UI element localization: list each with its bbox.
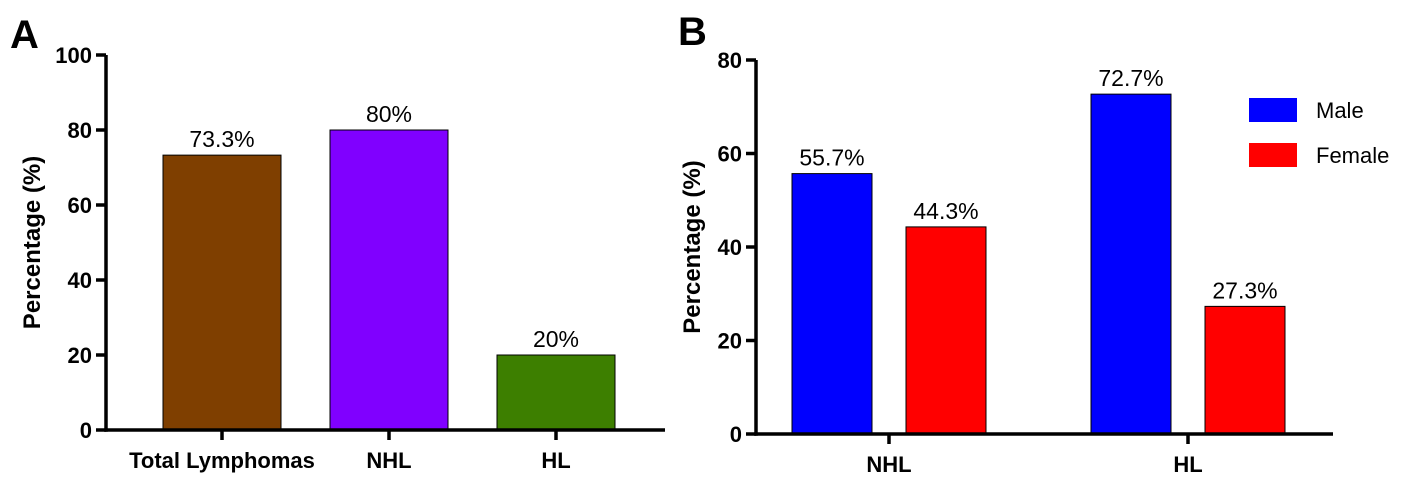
chart-panel-b: B Percentage (%) 55.7% 44.3% 72.7% 27.3% 0 20 40… bbox=[678, 10, 1389, 477]
x-tick-label: NHL bbox=[866, 452, 911, 477]
legend-label: Male bbox=[1316, 98, 1364, 123]
x-tick-label: HL bbox=[1173, 452, 1202, 477]
bar-male-hl bbox=[1090, 93, 1172, 435]
data-label: 20% bbox=[533, 326, 579, 352]
bar-total-lymphomas bbox=[162, 154, 282, 431]
legend-swatch-male bbox=[1249, 98, 1297, 122]
y-tick-label: 0 bbox=[80, 418, 92, 443]
data-label: 44.3% bbox=[913, 198, 978, 224]
data-label: 72.7% bbox=[1098, 65, 1163, 91]
bar-hl bbox=[496, 354, 616, 431]
chart-panel-a: A Percentage (%) 73.3% 80% 20% 0 20 40 60 80 100 To… bbox=[10, 13, 665, 473]
y-axis-title: Percentage (%) bbox=[19, 156, 46, 329]
y-tick-label: 80 bbox=[68, 118, 92, 143]
y-tick-label: 40 bbox=[718, 235, 742, 260]
legend-label: Female bbox=[1316, 143, 1389, 168]
x-tick-label: Total Lymphomas bbox=[129, 448, 315, 473]
data-label: 27.3% bbox=[1212, 277, 1277, 303]
y-tick-label: 100 bbox=[55, 43, 92, 68]
data-label: 55.7% bbox=[799, 145, 864, 171]
data-label: 80% bbox=[366, 101, 412, 127]
bar-nhl bbox=[329, 129, 449, 431]
y-tick-label: 0 bbox=[730, 422, 742, 447]
y-tick-label: 20 bbox=[68, 343, 92, 368]
x-tick-label: HL bbox=[541, 448, 570, 473]
legend: Male Female bbox=[1249, 98, 1389, 168]
panel-letter: B bbox=[678, 10, 707, 54]
bar-female-hl bbox=[1204, 305, 1286, 435]
y-tick-label: 60 bbox=[718, 142, 742, 167]
y-tick-label: 40 bbox=[68, 268, 92, 293]
y-tick-label: 80 bbox=[718, 48, 742, 73]
bar-female-nhl bbox=[905, 226, 987, 435]
panel-letter: A bbox=[10, 13, 39, 57]
y-tick-label: 60 bbox=[68, 193, 92, 218]
data-label: 73.3% bbox=[189, 126, 254, 152]
legend-swatch-female bbox=[1249, 143, 1297, 167]
y-axis-title: Percentage (%) bbox=[679, 160, 706, 333]
bar-male-nhl bbox=[791, 173, 873, 435]
y-tick-label: 20 bbox=[718, 329, 742, 354]
x-tick-label: NHL bbox=[366, 448, 411, 473]
